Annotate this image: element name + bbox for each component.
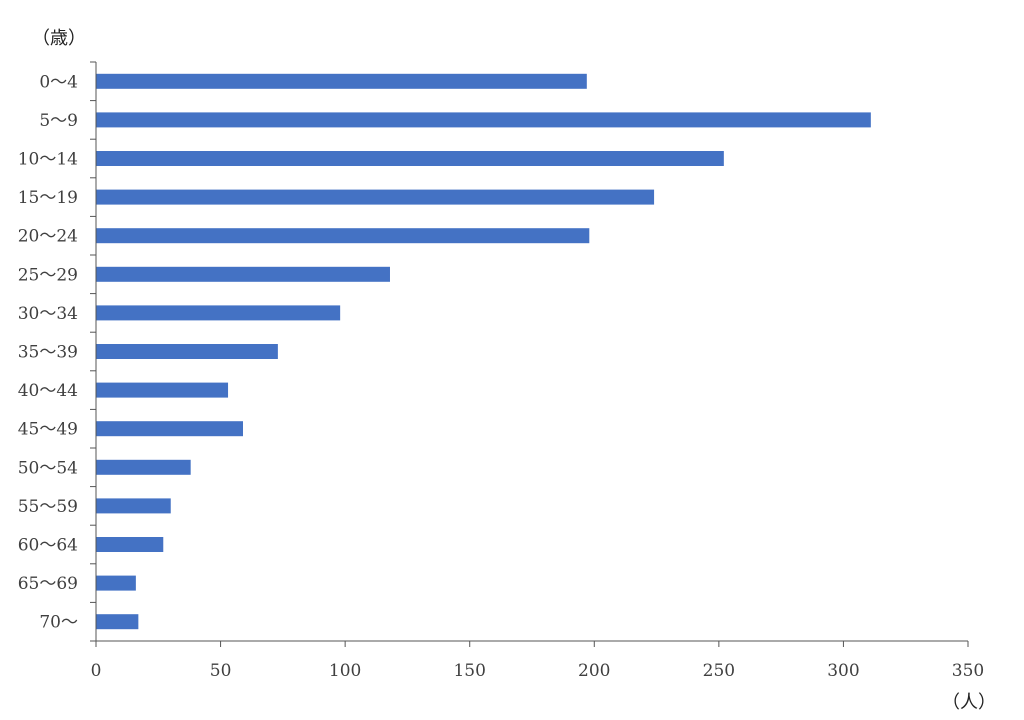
bars-group	[96, 73, 871, 630]
y-tick-label: 35〜39	[18, 343, 78, 363]
bar	[96, 498, 171, 514]
bar	[96, 151, 724, 166]
y-tick-label: 0〜4	[39, 72, 78, 92]
bar	[96, 228, 590, 244]
x-tick-label: 250	[703, 661, 735, 681]
x-tick-label: 100	[329, 661, 361, 681]
bar	[96, 266, 390, 282]
bar	[96, 305, 341, 321]
x-tick-label: 300	[827, 661, 859, 681]
y-tick-label: 30〜34	[18, 304, 78, 324]
y-tick-label: 45〜49	[18, 420, 78, 440]
x-axis: 0 50 100 150 200 250 300 350	[91, 640, 984, 681]
y-tick-label: 70〜	[39, 613, 78, 633]
y-axis-unit-label: （歳）	[32, 28, 86, 49]
bar	[96, 575, 136, 591]
y-tick-label: 5〜9	[39, 111, 78, 131]
bar	[96, 344, 278, 359]
y-tick-label: 25〜29	[18, 265, 78, 285]
bar	[96, 382, 229, 398]
y-tick-label: 50〜54	[18, 458, 78, 478]
bar	[96, 73, 587, 89]
x-tick-label: 350	[952, 661, 984, 681]
y-tick-label: 60〜64	[18, 536, 78, 556]
y-tick-label: 10〜14	[18, 150, 78, 170]
bar	[96, 537, 164, 552]
x-tick-label: 50	[210, 661, 232, 681]
x-tick-label: 0	[91, 661, 102, 681]
bar	[96, 614, 139, 630]
x-axis-unit-label: （人）	[942, 692, 996, 713]
x-tick-label: 200	[578, 661, 610, 681]
bar	[96, 421, 243, 437]
x-tick-label: 150	[453, 661, 485, 681]
bar	[96, 112, 871, 128]
bar	[96, 189, 655, 205]
y-tick-label: 40〜44	[18, 381, 78, 401]
y-axis: 0〜4 5〜9 10〜14 15〜19 20〜24 25〜29 30〜34 35〜39 40〜4…	[18, 61, 97, 642]
y-tick-label: 55〜59	[18, 497, 78, 517]
y-tick-label: 65〜69	[18, 574, 78, 594]
bar	[96, 459, 191, 475]
y-tick-label: 15〜19	[18, 188, 78, 208]
y-tick-label: 20〜24	[18, 227, 78, 247]
